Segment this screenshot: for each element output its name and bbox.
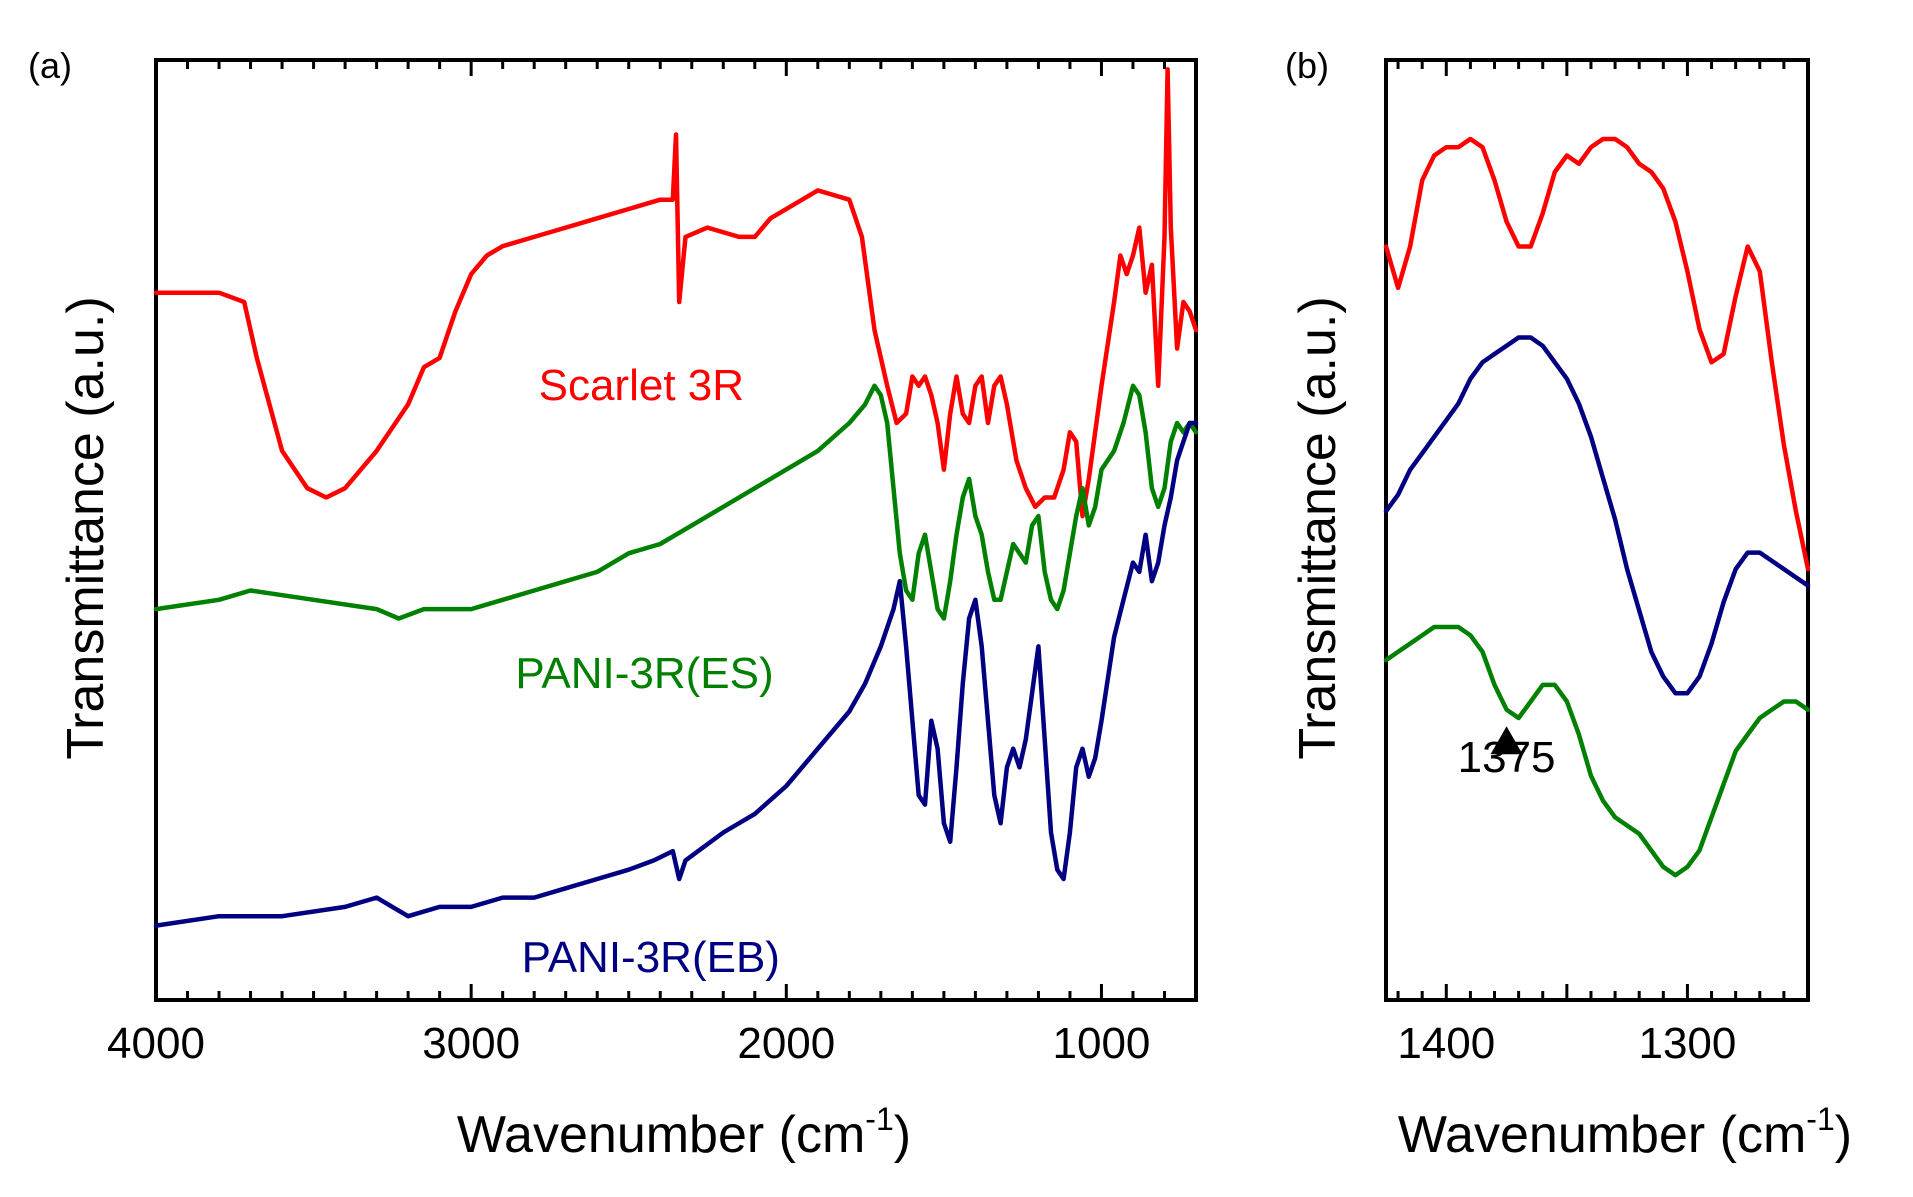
x-tick-label: 1000 — [1053, 1019, 1151, 1068]
panel-b-x-axis-title: Wavenumber (cm-1) — [1398, 1101, 1852, 1164]
annotation-pani-3r-es: PANI-3R(ES) — [515, 649, 773, 698]
series-line-pani-3r-es — [1383, 624, 1811, 878]
series-line-pani-3r-es — [153, 383, 1199, 621]
x-tick-label: 1300 — [1638, 1019, 1736, 1068]
panel-a-series — [153, 67, 1199, 928]
panel-b-label: (b) — [1285, 45, 1329, 86]
panel-b-series — [1383, 136, 1811, 878]
panel-a-x-axis-title: Wavenumber (cm-1) — [457, 1101, 911, 1164]
panel-b-plot-frame — [1384, 58, 1810, 1002]
panel-a-ticks — [186, 60, 1166, 1000]
x-tick-label: 3000 — [422, 1019, 520, 1068]
panel-a-plot-frame — [154, 58, 1198, 1002]
panel-b-ticks — [1396, 60, 1786, 1000]
panel-a: (a) 4000 3000 2000 1000 Scarlet 3R PANI-3R(E… — [28, 45, 1199, 1164]
annotation-pani-3r-eb: PANI-3R(EB) — [522, 933, 780, 982]
series-line-scarlet-3r — [1383, 136, 1811, 572]
x-tick-label: 2000 — [737, 1019, 835, 1068]
panel-b: (b) 1400 1300 1375 Wavenumber (cm-1) Tran… — [1285, 45, 1852, 1164]
annotation-scarlet-3r: Scarlet 3R — [539, 361, 744, 410]
panel-a-label: (a) — [28, 45, 72, 86]
panel-b-tick-labels: 1400 1300 — [1397, 1019, 1736, 1068]
annotation-1375: 1375 — [1458, 733, 1556, 782]
panel-a-tick-labels: 4000 3000 2000 1000 — [107, 1019, 1150, 1068]
panel-a-annotations: Scarlet 3R PANI-3R(ES) PANI-3R(EB) — [515, 361, 780, 982]
x-tick-label: 4000 — [107, 1019, 205, 1068]
panel-a-y-axis-title: Transmittance (a.u.) — [57, 296, 115, 759]
panel-b-annotations: 1375 — [1458, 726, 1556, 782]
series-line-pani-3r-eb — [1383, 335, 1811, 696]
x-tick-label: 1400 — [1397, 1019, 1495, 1068]
panel-b-y-axis-title: Transmittance (a.u.) — [1289, 296, 1347, 759]
series-line-scarlet-3r — [153, 67, 1199, 519]
series-line-pani-3r-eb — [153, 420, 1199, 928]
peak-marker-triangle — [1490, 726, 1523, 755]
